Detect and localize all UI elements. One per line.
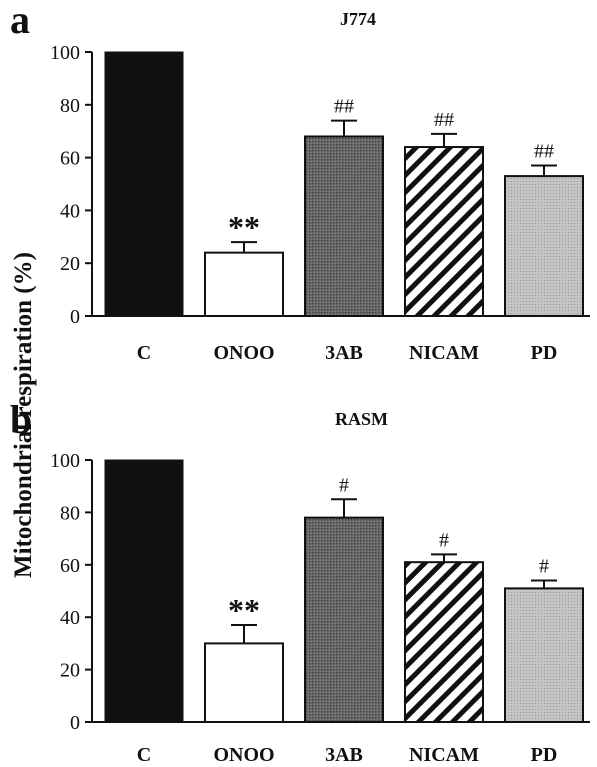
category-label: NICAM: [409, 342, 479, 364]
y-tick-label: 40: [60, 200, 80, 222]
panel-b-title: RASM: [335, 409, 388, 429]
category-label: NICAM: [409, 744, 479, 766]
significance-label: #: [339, 474, 349, 496]
significance-label: **: [228, 592, 260, 628]
category-label: 3AB: [325, 744, 363, 766]
y-tick-label: 60: [60, 555, 80, 577]
bar-c: [104, 51, 184, 317]
y-tick-label: 0: [70, 306, 80, 328]
y-tick-label: 60: [60, 148, 80, 170]
bar-onoo: [204, 251, 284, 317]
panel-a-letter: a: [10, 0, 30, 42]
category-label: PD: [531, 744, 558, 766]
panel-a: 0 20 40 60 80 100 C ** ONOO ## 3AB ## NICAM ## PD: [50, 42, 590, 364]
bar-c: [104, 459, 184, 723]
y-tick-label: 80: [60, 95, 80, 117]
bar-pd: [504, 587, 584, 723]
significance-label: ##: [534, 141, 554, 163]
category-label: PD: [531, 342, 558, 364]
category-label: 3AB: [325, 342, 363, 364]
panel-b-letter: b: [10, 397, 33, 442]
y-tick-label: 0: [70, 712, 80, 734]
bar-pd: [504, 175, 584, 317]
category-label: ONOO: [213, 342, 274, 364]
panel-b: 0 20 40 60 80 100 C ** ONOO #3AB # NICAM # PD: [50, 450, 590, 766]
significance-label: ##: [434, 109, 454, 131]
bar-onoo: [204, 642, 284, 724]
significance-label: #: [439, 529, 449, 551]
y-tick-label: 100: [50, 450, 80, 472]
significance-label: #: [539, 556, 549, 578]
significance-label: ##: [334, 96, 354, 118]
bar-3ab: [304, 135, 384, 317]
category-label: C: [137, 744, 151, 766]
panel-a-title: J774: [340, 9, 376, 29]
category-label: C: [137, 342, 151, 364]
category-label: ONOO: [213, 744, 274, 766]
significance-label: **: [228, 209, 260, 245]
bar-nicam: [404, 146, 484, 317]
y-tick-label: 80: [60, 502, 80, 524]
y-tick-label: 40: [60, 607, 80, 629]
y-tick-label: 100: [50, 42, 80, 64]
bar-3ab: [304, 516, 384, 724]
y-tick-label: 20: [60, 660, 80, 682]
bar-nicam: [404, 561, 484, 723]
y-tick-label: 20: [60, 253, 80, 275]
